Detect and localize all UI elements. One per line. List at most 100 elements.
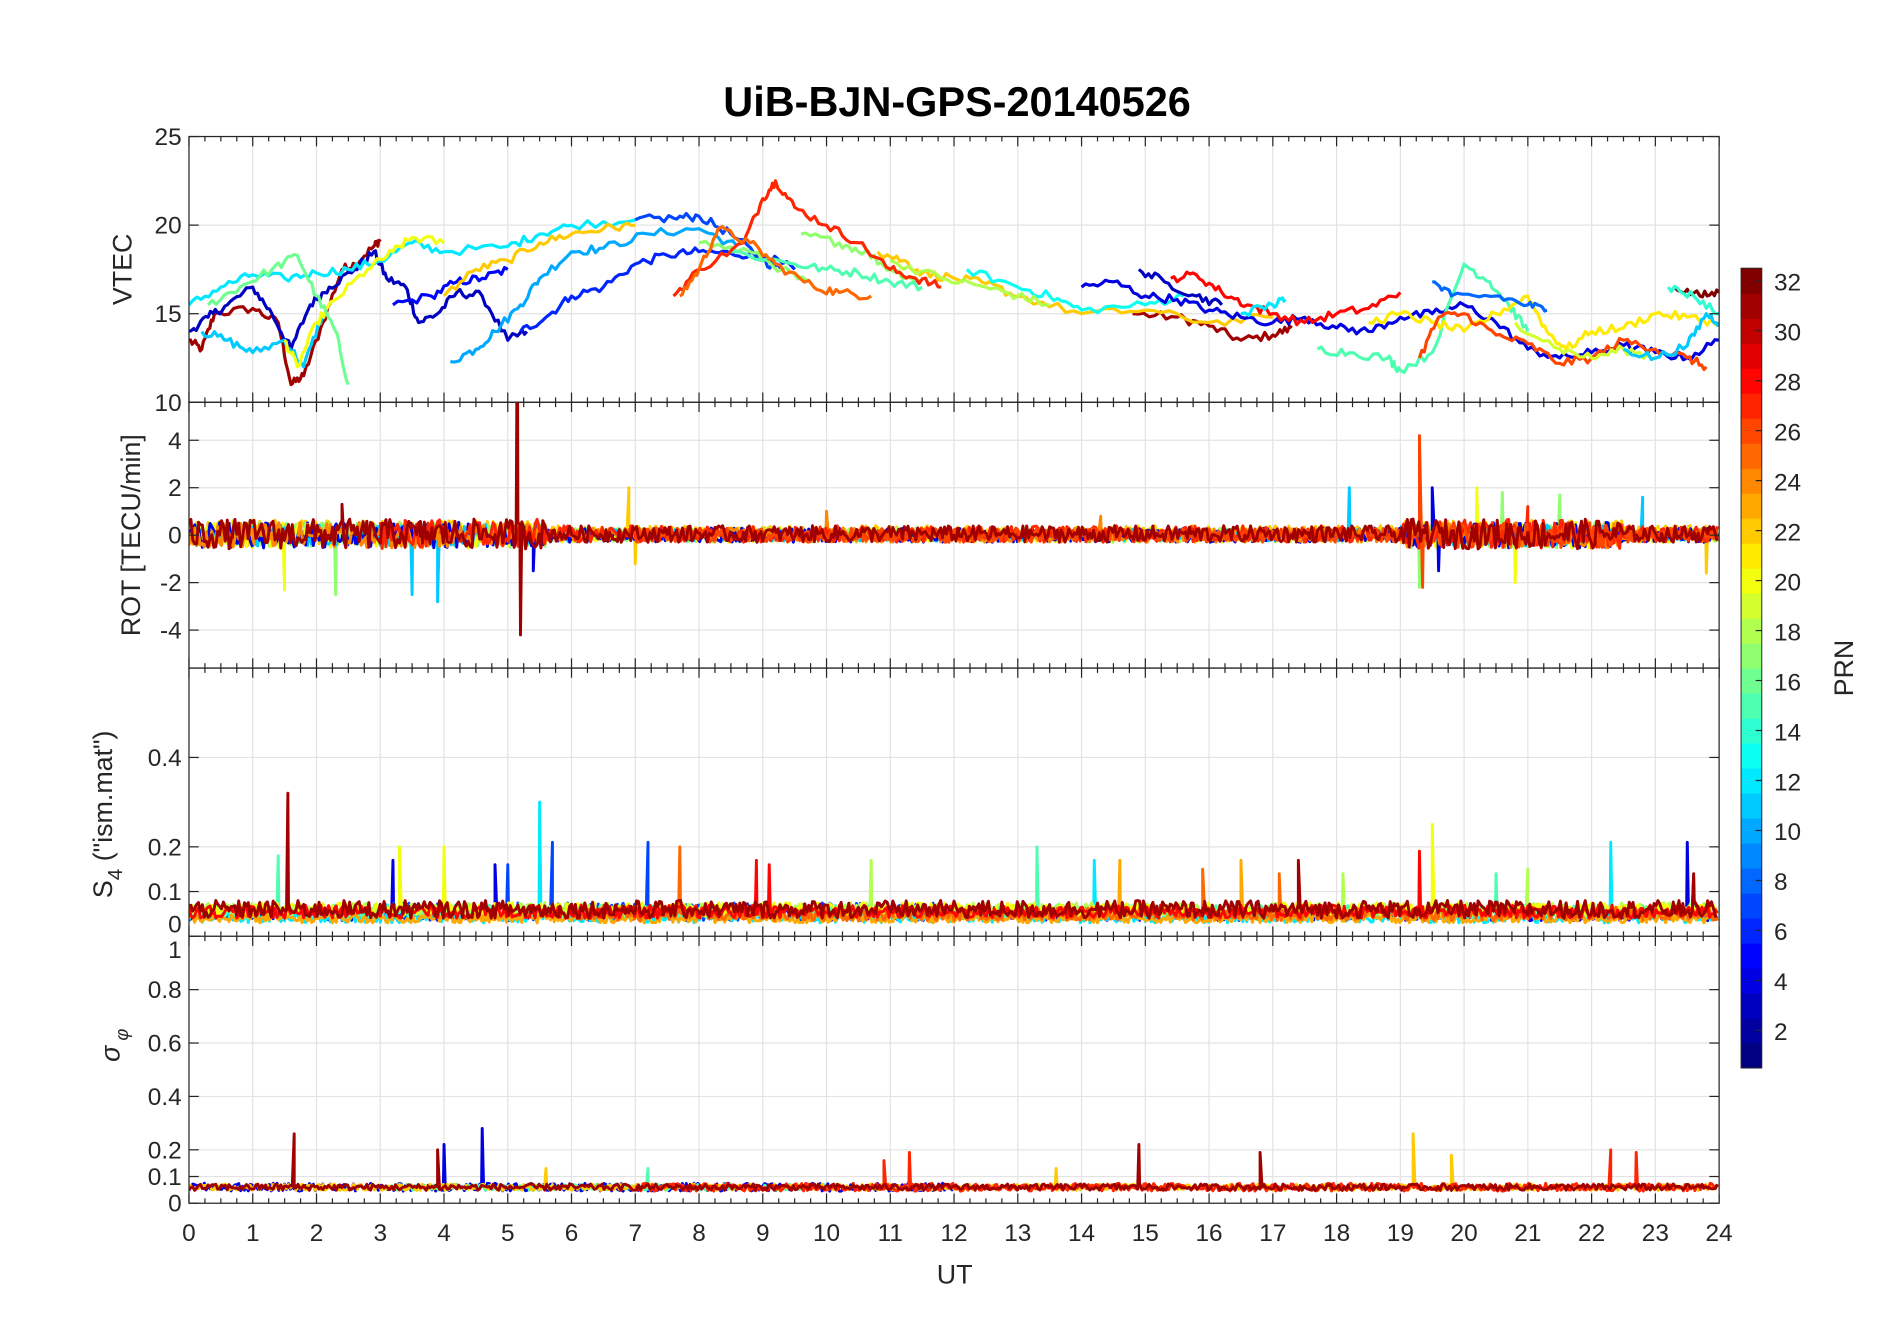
x-tick-label: 15 xyxy=(1132,1220,1159,1247)
colorbar-tick-label: 32 xyxy=(1774,269,1801,296)
chart-title: UiB-BJN-GPS-20140526 xyxy=(723,78,1191,125)
series-prn-26 xyxy=(1417,310,1708,372)
y-tick-label: -2 xyxy=(160,570,182,597)
x-tick-label: 16 xyxy=(1196,1220,1223,1247)
series-prn-20 xyxy=(283,234,446,369)
series-prn-11 xyxy=(200,313,325,369)
series-group xyxy=(188,1127,1719,1193)
y-tick-label: 0 xyxy=(168,912,182,939)
colorbar-segment xyxy=(1741,793,1762,819)
x-tick-label: 9 xyxy=(756,1220,770,1247)
colorbar-segment xyxy=(1741,293,1762,319)
colorbar-segment xyxy=(1741,443,1762,469)
colorbar-segment xyxy=(1741,1017,1762,1044)
colorbar-tick-label: 24 xyxy=(1774,469,1801,496)
colorbar-box xyxy=(1740,267,1763,1069)
y-tick-label: 25 xyxy=(155,124,182,151)
x-tick-label: 1 xyxy=(246,1220,260,1247)
y-tick-label: -4 xyxy=(160,618,182,645)
colorbar-segment xyxy=(1741,693,1762,719)
series-prn-10 xyxy=(450,226,739,364)
panel-3: 00.10.2 0.4 0.6 0.8 1 σ φ xyxy=(95,935,1720,1218)
series-prn-27 xyxy=(672,179,942,298)
x-axis-label: UT xyxy=(937,1260,973,1290)
x-tick-label: 10 xyxy=(813,1220,840,1247)
series-prn-25 xyxy=(679,225,872,301)
colorbar-segment xyxy=(1741,493,1762,519)
colorbar-segment xyxy=(1741,768,1762,794)
colorbar-tick-label: 6 xyxy=(1774,919,1788,946)
series-prn-13 xyxy=(965,268,1185,315)
colorbar-segment xyxy=(1741,817,1762,844)
colorbar-tick-label: 16 xyxy=(1774,669,1801,696)
colorbar-segment xyxy=(1741,718,1762,744)
y-tick-label: 0.2 xyxy=(148,1137,182,1164)
colorbar-tick-label: 14 xyxy=(1774,719,1801,746)
y-tick-label: 0.2 xyxy=(148,834,182,861)
y-tick-label: 0 xyxy=(168,1191,182,1218)
y-tick-label: 0.4 xyxy=(148,1084,182,1111)
x-tick-label: 3 xyxy=(373,1220,387,1247)
colorbar-segment xyxy=(1741,268,1762,294)
x-tick-label: 0 xyxy=(182,1220,196,1247)
series-prn-14 xyxy=(1666,284,1720,316)
panel-0: 10 15 20 25 VTEC xyxy=(108,124,1720,417)
x-tick-label: 20 xyxy=(1451,1220,1478,1247)
series-prn-11 xyxy=(1622,312,1720,362)
colorbar-tick-label: 10 xyxy=(1774,819,1801,846)
colorbar-segment xyxy=(1741,967,1762,994)
colorbar-segment xyxy=(1741,368,1762,394)
x-tick-label: 6 xyxy=(565,1220,579,1247)
y-axis-label: ROT [TECU/min] xyxy=(116,434,146,636)
series-prn-19 xyxy=(1513,321,1656,361)
panel-2: 0 0.1 0.2 0.4 S4 ("ism.mat") xyxy=(88,667,1720,939)
y-tick-label: 0.4 xyxy=(148,745,182,772)
panel-1: -4 -2 0 2 4 ROT [TECU/min] xyxy=(116,401,1720,669)
colorbar-segment xyxy=(1741,418,1762,444)
x-tick-label: 24 xyxy=(1706,1220,1733,1247)
colorbar-segment xyxy=(1741,867,1762,894)
colorbar-tick-label: 2 xyxy=(1774,1019,1788,1046)
colorbar-tick-label: 12 xyxy=(1774,769,1801,796)
y-tick-label: 1 xyxy=(168,937,182,964)
colorbar-segment xyxy=(1741,393,1762,419)
x-tick-label: 14 xyxy=(1068,1220,1095,1247)
colorbar-segment xyxy=(1741,343,1762,369)
x-tick-label: 19 xyxy=(1387,1220,1414,1247)
y-tick-label: 20 xyxy=(155,213,182,240)
colorbar-tick-label: 22 xyxy=(1774,519,1801,546)
colorbar-segment xyxy=(1741,318,1762,344)
x-tick-label: 11 xyxy=(878,1220,903,1247)
y-tick-label: 0.1 xyxy=(148,1164,182,1191)
y-axis-label: VTEC xyxy=(108,234,138,306)
colorbar-segment xyxy=(1741,842,1762,869)
colorbar-tick-label: 20 xyxy=(1774,569,1801,596)
series-prn-22 xyxy=(188,1132,1719,1192)
x-tick-label: 2 xyxy=(310,1220,324,1247)
series-prn-5 xyxy=(392,266,509,307)
x-tick-label: 18 xyxy=(1323,1220,1350,1247)
series-prn-28 xyxy=(1170,270,1402,327)
y-tick-label: 2 xyxy=(168,475,182,502)
y-tick-label: 15 xyxy=(155,301,182,328)
y-tick-label: 0.6 xyxy=(148,1031,182,1058)
series-prn-18 xyxy=(889,259,1050,307)
colorbar-segment xyxy=(1741,568,1762,594)
x-tick-label: 21 xyxy=(1514,1220,1541,1247)
series-prn-31 xyxy=(1132,310,1293,343)
x-tick-label: 5 xyxy=(501,1220,515,1247)
series-prn-27 xyxy=(634,1148,1719,1193)
colorbar-segment xyxy=(1741,942,1762,969)
y-axis-label: S4 ("ism.mat") xyxy=(88,731,127,899)
colorbar-segment xyxy=(1741,892,1762,919)
series-prn-31 xyxy=(188,1132,1719,1192)
series-group xyxy=(188,402,1720,637)
colorbar-segment xyxy=(1741,593,1762,619)
series-prn-12 xyxy=(1240,296,1287,318)
colorbar-tick-label: 18 xyxy=(1774,619,1801,646)
y-tick-label: 4 xyxy=(168,428,182,455)
y-tick-label: 0.1 xyxy=(148,879,182,906)
series-prn-26 xyxy=(633,434,1720,589)
